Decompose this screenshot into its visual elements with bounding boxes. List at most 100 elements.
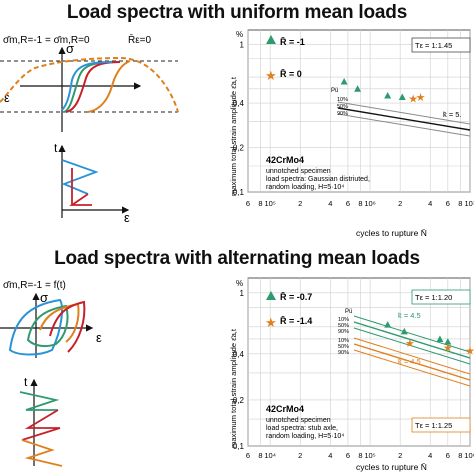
- chart-top-points: ★★: [340, 78, 426, 105]
- chart-top-legend-1-marker: ★: [265, 68, 277, 83]
- chart-bottom-pu-0: Pü: [345, 309, 352, 315]
- chart-bottom-yunit: %: [236, 279, 243, 288]
- chart-bottom-xtick-8: 2: [398, 451, 402, 460]
- chart-bottom-ytick-3: 0,1: [233, 442, 245, 451]
- chart-bottom-xtick-6: 8: [358, 451, 362, 460]
- chart-top-pu-0: Pü: [331, 88, 338, 94]
- chart-bottom-point-s1-1: ★: [443, 342, 453, 354]
- chart-bottom-scatter-box-0: [411, 289, 471, 305]
- chart-bottom-grid: [247, 278, 471, 447]
- chart-bottom-pu-1: 10%: [338, 317, 349, 323]
- chart-top-legend-0-marker: [266, 35, 276, 44]
- chart-bottom-pl-0: 10%: [338, 338, 349, 344]
- chart-bottom-slope-1: k̄ = 4.5: [398, 357, 421, 366]
- chart-top-point-s0-3: [398, 93, 406, 100]
- chart-bottom-xtick-1: 8: [258, 451, 262, 460]
- chart-top-xtick-12: 10⁷: [464, 199, 474, 208]
- chart-bottom-ann-1: unnotched specimen: [266, 417, 331, 424]
- chart-top-xtick-6: 8: [358, 199, 362, 208]
- chart-top-xtick-8: 2: [398, 199, 402, 208]
- top-epsilon-label: ε: [4, 90, 10, 105]
- chart-top-scatter-box-text: Tε = 1:1.45: [415, 41, 452, 50]
- chart-bottom: maximum total strain amplitude ε̄a,t % c…: [229, 277, 474, 472]
- chart-bottom-point-s1-2: ★: [465, 346, 474, 358]
- chart-bottom-pl-2: 90%: [338, 350, 349, 356]
- top-time-red: [69, 193, 92, 206]
- chart-top-xtick-5: 6: [346, 199, 350, 208]
- chart-bottom-xtick-5: 6: [346, 451, 350, 460]
- chart-top-ytick-2: 0,2: [233, 144, 245, 153]
- chart-bottom-point-s0-2: [436, 335, 444, 342]
- chart-bottom-point-s0-3: [444, 338, 452, 345]
- chart-top-scatter-box: [411, 37, 471, 53]
- bottom-loop-orange: [39, 302, 80, 343]
- chart-top-ytick-3: 0,1: [233, 188, 245, 197]
- chart-bottom-xtick-9: 4: [428, 451, 432, 460]
- chart-bottom-xtick-4: 4: [328, 451, 332, 460]
- top-loop-red: [65, 61, 121, 113]
- chart-top-ylabel: maximum total strain amplitude ε̄a,t: [229, 76, 238, 196]
- bottom-loop-green: [26, 304, 69, 348]
- chart-bottom-yticks: 1 0,4 0,2 0,1: [233, 289, 245, 451]
- chart-bottom-slope-0: k̄ = 4.5: [398, 311, 421, 320]
- chart-top-pu-3: 90%: [337, 111, 348, 117]
- chart-bottom-green-band-50: [353, 321, 471, 359]
- chart-bottom-orange-band-10: [353, 337, 471, 375]
- chart-top-ann-3: random loading, H=5·10⁴: [266, 184, 344, 191]
- top-title: Load spectra with uniform mean loads: [66, 2, 408, 23]
- chart-top-ann-1: unnotched specimen: [266, 168, 331, 175]
- chart-top-pu-2: 50%: [337, 104, 348, 110]
- chart-top: maximum total strain amplitude ε̄a,t % c…: [229, 29, 474, 238]
- chart-bottom-points: ★ ★ ★: [384, 321, 474, 358]
- chart-bottom-pu-3: 90%: [338, 329, 349, 335]
- chart-top-xlabel: cycles to rupture N̄: [356, 228, 427, 238]
- chart-bottom-green-band-10: [353, 315, 471, 353]
- chart-bottom-orange-band-90: [353, 349, 471, 387]
- bottom-schematic: σ̄m,R=-1 = f(t) σ ε t: [0, 280, 102, 467]
- chart-top-ytick-1: 0,4: [233, 99, 245, 108]
- bottom-time-red: [21, 409, 61, 441]
- bottom-time-green: [19, 391, 60, 411]
- top-t-epsilon-label: ε: [124, 210, 130, 225]
- chart-bottom-ytick-1: 0,4: [233, 350, 245, 359]
- bottom-eq-sigma: σ̄m,R=-1 = f(t): [3, 280, 66, 291]
- chart-top-band-50: [337, 107, 471, 131]
- chart-top-slope: k̄ = 5.: [443, 110, 462, 119]
- chart-bottom-xticks: 6810⁴246810⁵246810⁶: [246, 451, 474, 460]
- chart-bottom-legend-1-label: R̄ = -1.4: [280, 316, 312, 326]
- chart-top-grid: [247, 30, 471, 193]
- chart-top-ytick-0: 1: [240, 40, 245, 49]
- chart-bottom-ytick-0: 1: [240, 289, 245, 298]
- chart-top-point-s1-0: ★: [408, 93, 418, 105]
- chart-top-xtick-3: 2: [298, 199, 302, 208]
- chart-top-xtick-10: 6: [446, 199, 450, 208]
- chart-top-point-s0-2: [384, 92, 392, 99]
- chart-bottom-xtick-11: 8: [458, 451, 462, 460]
- chart-bottom-legend-1-marker: ★: [265, 315, 277, 330]
- chart-bottom-xtick-12: 10⁶: [464, 451, 474, 460]
- chart-bottom-ylabel: maximum total strain amplitude ε̄a,t: [229, 328, 238, 448]
- chart-top-xtick-4: 4: [328, 199, 332, 208]
- bottom-loop-red: [49, 300, 86, 353]
- top-t-label: t: [54, 141, 58, 155]
- chart-bottom-pu-2: 50%: [338, 323, 349, 329]
- chart-top-xtick-9: 4: [428, 199, 432, 208]
- chart-top-yticks: 1 0,4 0,2 0,1: [233, 40, 245, 197]
- chart-top-xtick-0: 6: [246, 199, 250, 208]
- chart-top-xtick-2: 10⁵: [264, 199, 275, 208]
- bottom-epsilon-label: ε: [96, 330, 102, 345]
- chart-bottom-point-s0-0: [384, 321, 392, 328]
- chart-top-legend-1-label: R̄ = 0: [280, 69, 302, 79]
- top-loop-blue: [61, 61, 113, 111]
- chart-bottom-xtick-0: 6: [246, 451, 250, 460]
- bottom-title: Load spectra with alternating mean loads: [54, 248, 420, 269]
- chart-bottom-scatter-box-1: [411, 417, 471, 433]
- bottom-sigma-label: σ: [40, 290, 48, 305]
- chart-top-point-s0-0: [340, 78, 348, 85]
- top-dashed-hysteresis: [0, 56, 179, 113]
- chart-bottom-legend-0-marker: [266, 291, 276, 300]
- top-eq-sigma: σ̄m,R=-1 = σ̄m,R=0: [3, 35, 90, 46]
- chart-top-pu-1: 10%: [337, 97, 348, 103]
- chart-bottom-scatter-box-0-text: Tε = 1:1.20: [415, 293, 452, 302]
- chart-top-yunit: %: [236, 30, 243, 39]
